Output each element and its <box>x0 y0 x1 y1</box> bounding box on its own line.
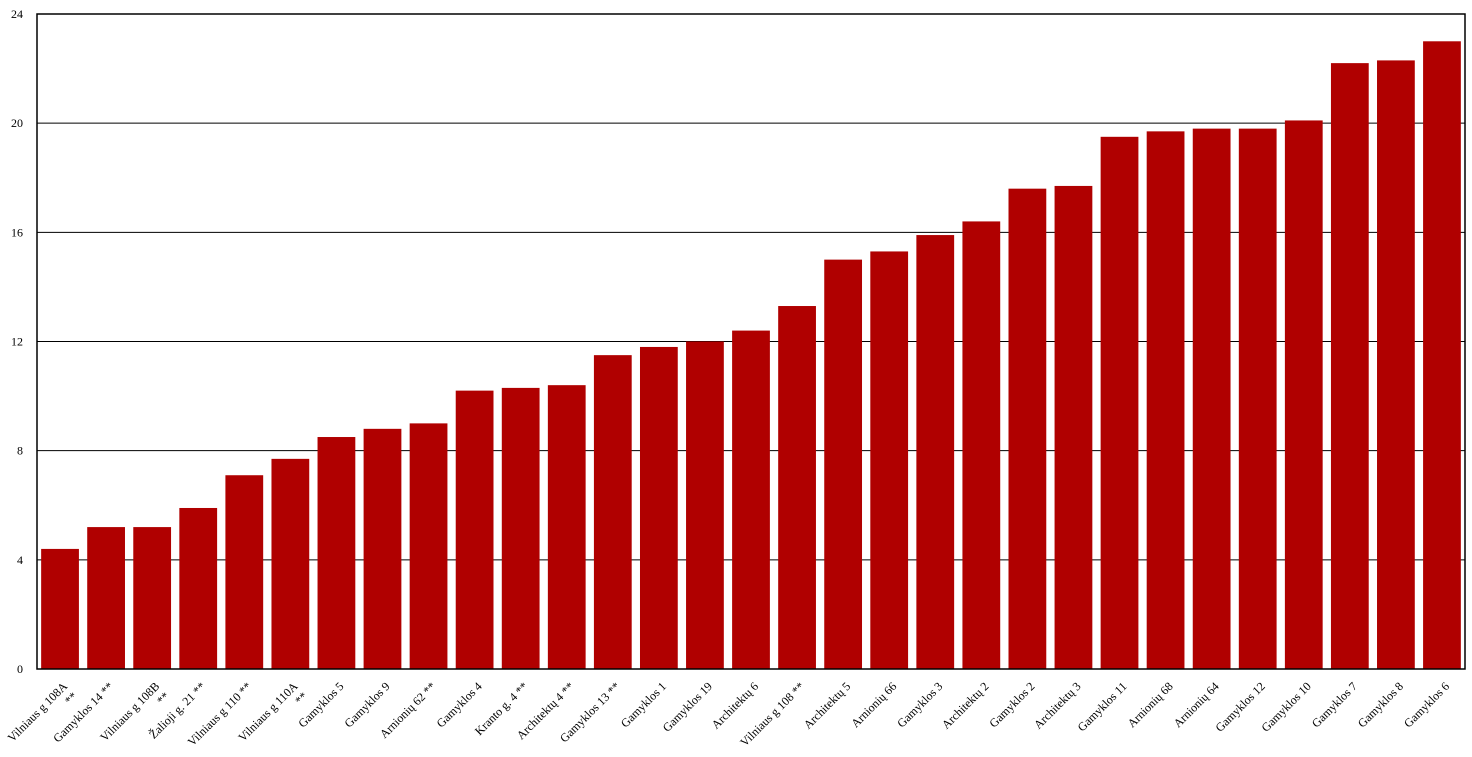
x-tick-label-line: Gamyklos 11 <box>1075 679 1130 734</box>
bar <box>732 330 770 669</box>
bar <box>1377 60 1415 670</box>
bars <box>41 41 1461 670</box>
x-tick-label-line: Architektų 2 <box>939 679 992 732</box>
bar <box>409 423 448 669</box>
x-tick-label: Arnionių 68 <box>1125 679 1176 730</box>
bar <box>1423 41 1461 669</box>
bar <box>1146 131 1185 669</box>
x-tick-label: Architektų 5 <box>801 679 854 732</box>
bar <box>686 341 724 669</box>
x-tick-label-line: Architektų 5 <box>801 679 854 732</box>
bar <box>271 458 310 669</box>
bar <box>639 346 678 669</box>
bar <box>1054 185 1093 669</box>
x-tick-label-line: Arnionių 68 <box>1125 679 1176 730</box>
bar <box>363 428 402 669</box>
bar <box>133 527 172 669</box>
bar <box>1008 188 1047 669</box>
x-tick-label-line: Gamyklos 19 <box>660 679 715 734</box>
bar <box>1284 120 1323 669</box>
bar <box>824 259 863 669</box>
bar <box>225 475 264 669</box>
x-tick-label: Gamyklos 8 <box>1355 679 1406 730</box>
y-tick-label: 20 <box>11 116 23 130</box>
y-tick-label: 8 <box>17 444 23 458</box>
plot-frame <box>36 13 1466 670</box>
bar <box>41 548 79 669</box>
x-tick-label-line: Gamyklos 7 <box>1309 679 1360 730</box>
x-tick-label: Gamyklos 11 <box>1075 679 1130 734</box>
x-tick-label: Architektų 2 <box>939 679 992 732</box>
y-tick-label: 4 <box>17 553 23 567</box>
x-tick-label-line: Gamyklos 2 <box>986 679 1037 730</box>
bar <box>317 437 356 669</box>
bar <box>501 387 540 669</box>
y-tick-label: 12 <box>11 335 23 349</box>
y-tick-label: 24 <box>11 7 23 21</box>
x-tick-label: Gamyklos 3 <box>894 679 945 730</box>
bar <box>179 507 218 669</box>
x-tick-label: Gamyklos 10 <box>1258 679 1313 734</box>
x-tick-label: Gamyklos 2 <box>986 679 1037 730</box>
x-axis-labels: Vilniaus g 108A**Gamyklos 14 **Vilniaus … <box>5 679 1452 749</box>
x-tick-label-line: Gamyklos 3 <box>894 679 945 730</box>
y-axis-ticks: 0 4 8 12 16 20 24 <box>11 7 23 676</box>
bar <box>87 527 125 669</box>
bar <box>547 385 586 669</box>
x-tick-label: Arnionių 66 <box>848 679 899 730</box>
bar <box>916 235 955 669</box>
bar <box>1238 128 1277 669</box>
bar <box>1330 63 1369 669</box>
x-tick-label-line: Gamyklos 8 <box>1355 679 1406 730</box>
y-tick-label: 16 <box>11 225 23 239</box>
bar <box>870 251 909 669</box>
x-tick-label: Gamyklos 19 <box>660 679 715 734</box>
bar <box>1100 136 1139 669</box>
x-tick-label: Gamyklos 6 <box>1401 679 1452 730</box>
bar <box>593 355 632 669</box>
x-tick-label-line: Gamyklos 10 <box>1258 679 1313 734</box>
bar <box>962 221 1001 669</box>
x-tick-label-line: Arnionių 66 <box>848 679 899 730</box>
x-tick-label: Gamyklos 7 <box>1309 679 1360 730</box>
bar <box>1192 128 1231 669</box>
bar <box>778 306 816 669</box>
y-tick-label: 0 <box>17 662 23 676</box>
x-tick-label-line: Gamyklos 6 <box>1401 679 1452 730</box>
bar <box>455 390 494 669</box>
